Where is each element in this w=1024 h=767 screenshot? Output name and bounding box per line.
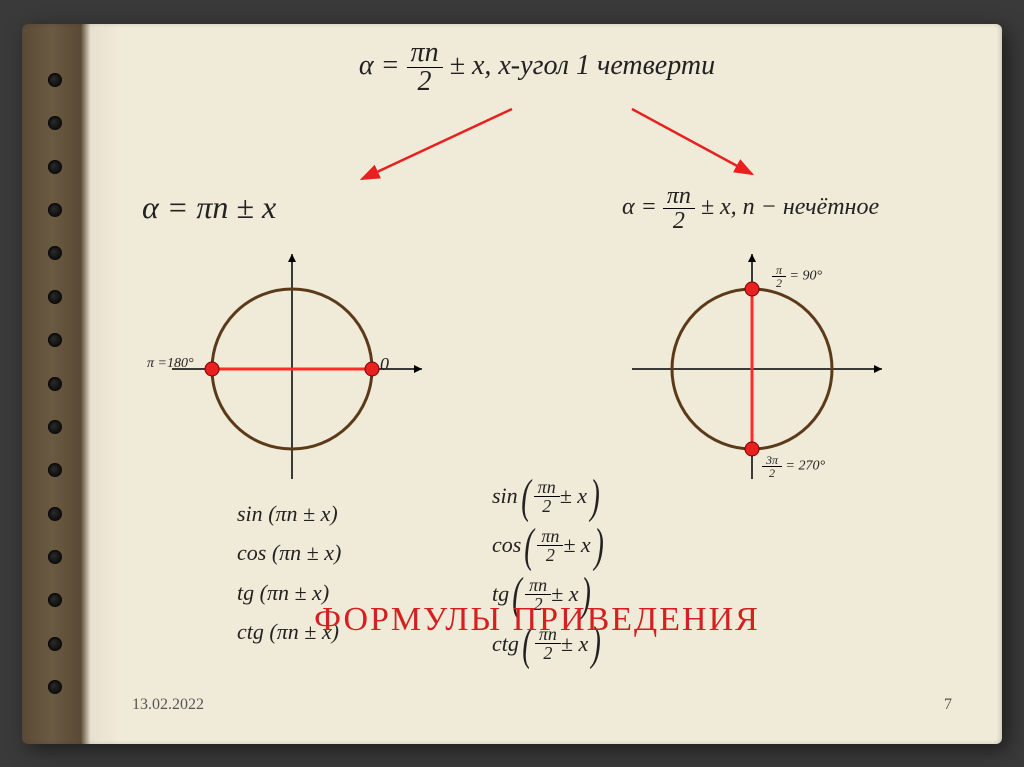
trig-row: sin ( πn2 ± x ) (492, 475, 607, 518)
page-content: α = πn2 ± x, x-угол 1 четверти α = πn ± … (92, 34, 982, 734)
trig-list-right: sin ( πn2 ± x ) cos ( πn2 ± x ) tg ( πn2… (492, 469, 607, 672)
label-0: 0 (380, 354, 389, 375)
label-270: 3π2 = 270° (762, 454, 825, 479)
slide-title: ФОРМУЛЫ ПРИВЕДЕНИЯ (314, 601, 760, 639)
right-branch-formula: α = πn2 ± x, n − нечётное (622, 184, 879, 233)
label-90: π2 = 90° (772, 264, 822, 289)
right-unit-circle (592, 239, 912, 519)
left-branch-formula: α = πn ± x (142, 189, 276, 226)
notebook-background: α = πn2 ± x, x-угол 1 четверти α = πn ± … (22, 24, 1002, 744)
label-180: π =180° (147, 356, 194, 372)
spiral-holes (48, 24, 68, 744)
trig-row: cos (πn ± x) (237, 533, 341, 573)
footer-page-number: 7 (944, 696, 952, 714)
footer-date: 13.02.2022 (132, 696, 204, 714)
trig-row: sin (πn ± x) (237, 494, 341, 534)
trig-row: cos ( πn2 ± x ) (492, 524, 607, 567)
